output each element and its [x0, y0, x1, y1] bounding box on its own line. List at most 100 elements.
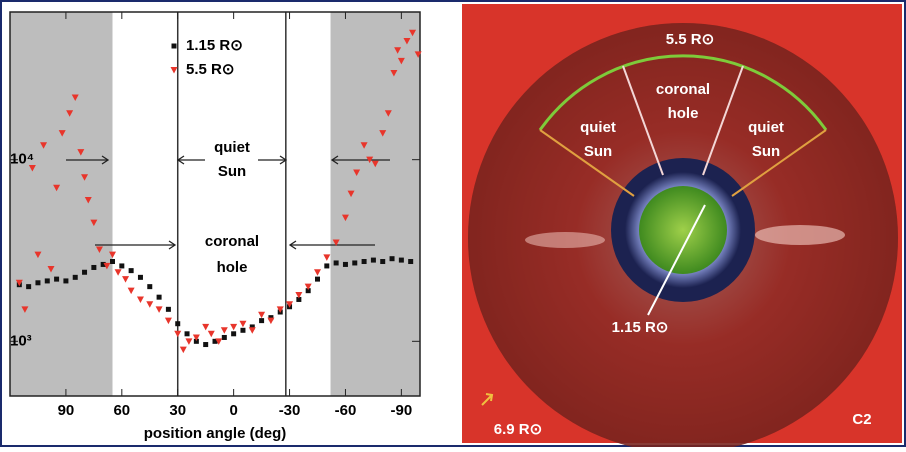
shaded-range: [330, 12, 420, 396]
x-tick-label: 90: [58, 402, 75, 419]
annotation: quiet Sun: [214, 139, 250, 180]
point: [40, 142, 48, 149]
point: [109, 251, 116, 259]
chart-panel: 90 60 30 0 -30 -60 -90 position angle (deg) 10³ 1…: [9, 11, 422, 442]
point: [366, 156, 374, 164]
point: [81, 174, 89, 181]
arrow-head: [279, 155, 288, 165]
sector-edge: [731, 129, 827, 197]
point: [44, 278, 50, 284]
point: [114, 269, 122, 276]
point: [371, 160, 379, 168]
text-line: quiet: [580, 119, 616, 136]
pointer: [481, 393, 494, 406]
point: [155, 306, 163, 313]
streamer: [755, 225, 845, 245]
point: [408, 259, 414, 265]
point: [90, 219, 98, 227]
point: [221, 334, 227, 340]
point: [137, 274, 143, 280]
point: [179, 346, 187, 354]
point: [95, 246, 103, 254]
point: [220, 327, 228, 334]
point: [389, 256, 395, 262]
plot-area: [9, 11, 421, 397]
point: [202, 323, 210, 331]
sector-edge: [622, 65, 664, 176]
point: [54, 276, 60, 282]
point: [122, 276, 130, 283]
point: [259, 318, 265, 324]
arrow-head: [101, 155, 110, 165]
point: [384, 110, 392, 117]
point: [119, 263, 125, 269]
outer-label: 5.5 R⊙: [666, 31, 714, 48]
x-tick-label: -60: [335, 402, 357, 419]
text-line: hole: [668, 105, 699, 122]
point: [110, 259, 115, 265]
point: [53, 184, 61, 192]
point: [347, 190, 355, 198]
point: [156, 294, 162, 300]
point: [239, 320, 247, 328]
point: [360, 142, 368, 149]
point: [323, 254, 331, 261]
text-line: hole: [217, 259, 248, 276]
point: [164, 317, 172, 325]
point: [353, 169, 361, 176]
inner-label: 1.15 R⊙: [612, 319, 669, 336]
y-tick-label: 10³: [10, 332, 32, 349]
x-axis-label: position angle (deg): [144, 425, 287, 442]
shaded-range: [10, 12, 113, 396]
x-tick-label: 0: [229, 402, 237, 419]
point: [361, 259, 367, 265]
point: [146, 301, 154, 308]
point: [258, 311, 266, 319]
edge-label: 6.9 R⊙: [494, 421, 542, 438]
text-line: Sun: [584, 143, 612, 160]
point: [82, 269, 88, 275]
point: [231, 331, 237, 337]
point: [397, 57, 405, 65]
point: [398, 257, 404, 263]
point: [34, 251, 42, 259]
arrow-head: [176, 155, 185, 165]
point: [249, 324, 255, 330]
point: [341, 214, 349, 222]
point: [28, 164, 36, 172]
point: [136, 296, 144, 303]
point: [184, 331, 190, 337]
arrow-head: [168, 240, 177, 250]
point: [147, 284, 153, 290]
point: [192, 334, 200, 341]
point: [26, 284, 32, 290]
text-line: coronal: [205, 233, 259, 250]
sector-edge: [702, 65, 744, 176]
point: [72, 274, 78, 280]
legend-label: 1.15 R⊙: [186, 37, 243, 54]
point: [175, 321, 181, 327]
arrow-head: [288, 240, 297, 250]
point: [185, 338, 193, 345]
point: [63, 278, 69, 284]
region-label: quiet Sun: [580, 119, 616, 160]
legend-marker: [170, 67, 178, 74]
point: [103, 262, 111, 270]
region-label: coronal hole: [656, 81, 710, 122]
point: [390, 69, 398, 77]
point: [203, 342, 209, 348]
point: [342, 261, 348, 267]
point: [379, 130, 387, 137]
point: [66, 110, 74, 117]
arc: [538, 54, 828, 131]
point: [403, 38, 411, 45]
point: [128, 268, 134, 274]
point: [71, 94, 79, 101]
streamer: [525, 232, 605, 248]
x-tick-label: 60: [113, 402, 130, 419]
sector-edge: [539, 129, 635, 197]
point: [370, 257, 376, 263]
point: [296, 296, 302, 302]
point: [100, 261, 106, 267]
